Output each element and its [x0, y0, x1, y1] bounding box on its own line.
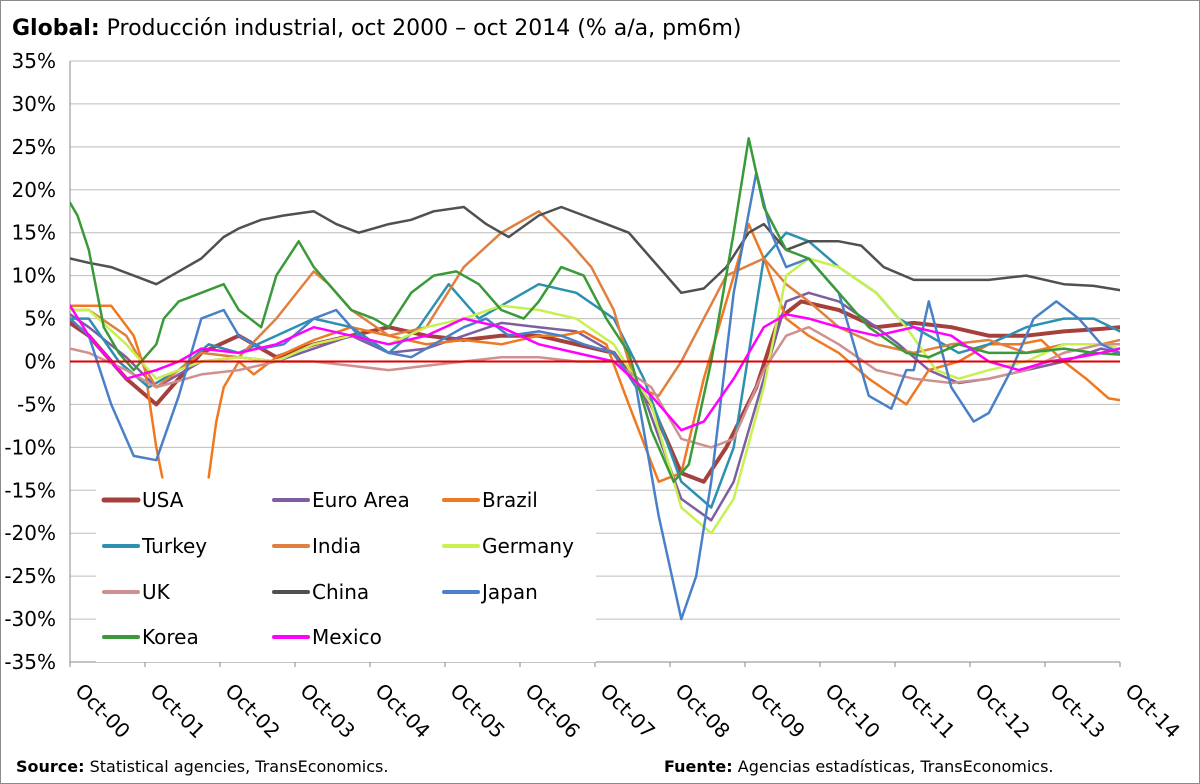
y-tick-label: -5% — [17, 392, 56, 416]
series-line-mexico — [70, 304, 1120, 432]
legend-label: USA — [142, 488, 184, 512]
x-tick-label: Oct-08 — [670, 679, 735, 744]
x-tick-label: Oct-05 — [445, 679, 510, 744]
y-tick-label: 15% — [12, 221, 56, 245]
y-tick-label: 0% — [24, 350, 56, 374]
series-line-brazil — [70, 304, 147, 372]
source-label: Source: — [16, 757, 85, 776]
y-tick-label: -20% — [4, 521, 56, 545]
y-tick-label: -25% — [4, 564, 56, 588]
x-tick-label: Oct-02 — [220, 679, 285, 744]
legend-label: Japan — [480, 580, 538, 604]
legend-background — [96, 486, 596, 662]
series-line-china — [70, 205, 1120, 295]
fuente-note: Fuente: Agencias estadísticas, TransEcon… — [664, 757, 1054, 776]
legend-label: UK — [142, 580, 171, 604]
title-text: Producción industrial, oct 2000 – oct 20… — [106, 16, 742, 41]
y-tick-label: 10% — [12, 264, 56, 288]
legend-label: Germany — [482, 534, 574, 558]
series-line-brazil — [207, 222, 1120, 483]
legend: USA Euro Area Brazil Turkey India Germany UK Ch… — [96, 486, 596, 662]
series-line-india — [70, 210, 1120, 398]
legend-label: India — [312, 534, 361, 558]
x-tick-label: Oct-09 — [745, 679, 810, 744]
y-tick-label: -35% — [4, 650, 56, 674]
y-tick-label: -10% — [4, 435, 56, 459]
legend-label: Turkey — [141, 534, 207, 558]
series-line-uk — [70, 325, 1120, 449]
x-tick-label: Oct-12 — [970, 679, 1035, 744]
legend-label: China — [312, 580, 369, 604]
legend-label: Korea — [142, 625, 199, 649]
x-tick-label: Oct-06 — [520, 679, 585, 744]
x-tick-label: Oct-07 — [595, 679, 660, 744]
x-tick-label: Oct-13 — [1045, 679, 1110, 744]
x-tick-label: Oct-01 — [145, 679, 210, 744]
series-line-usa — [70, 299, 1120, 484]
x-tick-label: Oct-10 — [820, 679, 885, 744]
source-text: Statistical agencies, TransEconomics. — [89, 757, 389, 776]
series-line-japan — [70, 171, 1120, 621]
y-tick-label: 5% — [24, 307, 56, 331]
y-tick-label: 20% — [12, 178, 56, 202]
legend-label: Euro Area — [312, 488, 410, 512]
title-bold: Global: — [12, 16, 100, 41]
y-tick-label: 35% — [12, 49, 56, 73]
series-line-korea — [70, 137, 1120, 483]
x-tick-label: Oct-00 — [70, 679, 135, 744]
x-tick-label: Oct-14 — [1120, 679, 1185, 744]
fuente-label: Fuente: — [664, 757, 733, 776]
y-tick-label: 25% — [12, 135, 56, 159]
x-tick-label: Oct-11 — [895, 679, 960, 744]
legend-label: Mexico — [312, 625, 382, 649]
x-tick-label: Oct-04 — [370, 679, 435, 744]
series-line-germany — [70, 257, 1120, 535]
x-tick-label: Oct-03 — [295, 679, 360, 744]
chart-title: Global: Producción industrial, oct 2000 … — [12, 16, 742, 41]
source-note: Source: Statistical agencies, TransEcono… — [16, 757, 388, 776]
y-tick-label: -15% — [4, 478, 56, 502]
legend-label: Brazil — [482, 488, 538, 512]
fuente-text: Agencias estadísticas, TransEconomics. — [737, 757, 1054, 776]
series-group — [70, 137, 1120, 621]
y-tick-label: -30% — [4, 607, 56, 631]
y-tick-label: 30% — [12, 92, 56, 116]
